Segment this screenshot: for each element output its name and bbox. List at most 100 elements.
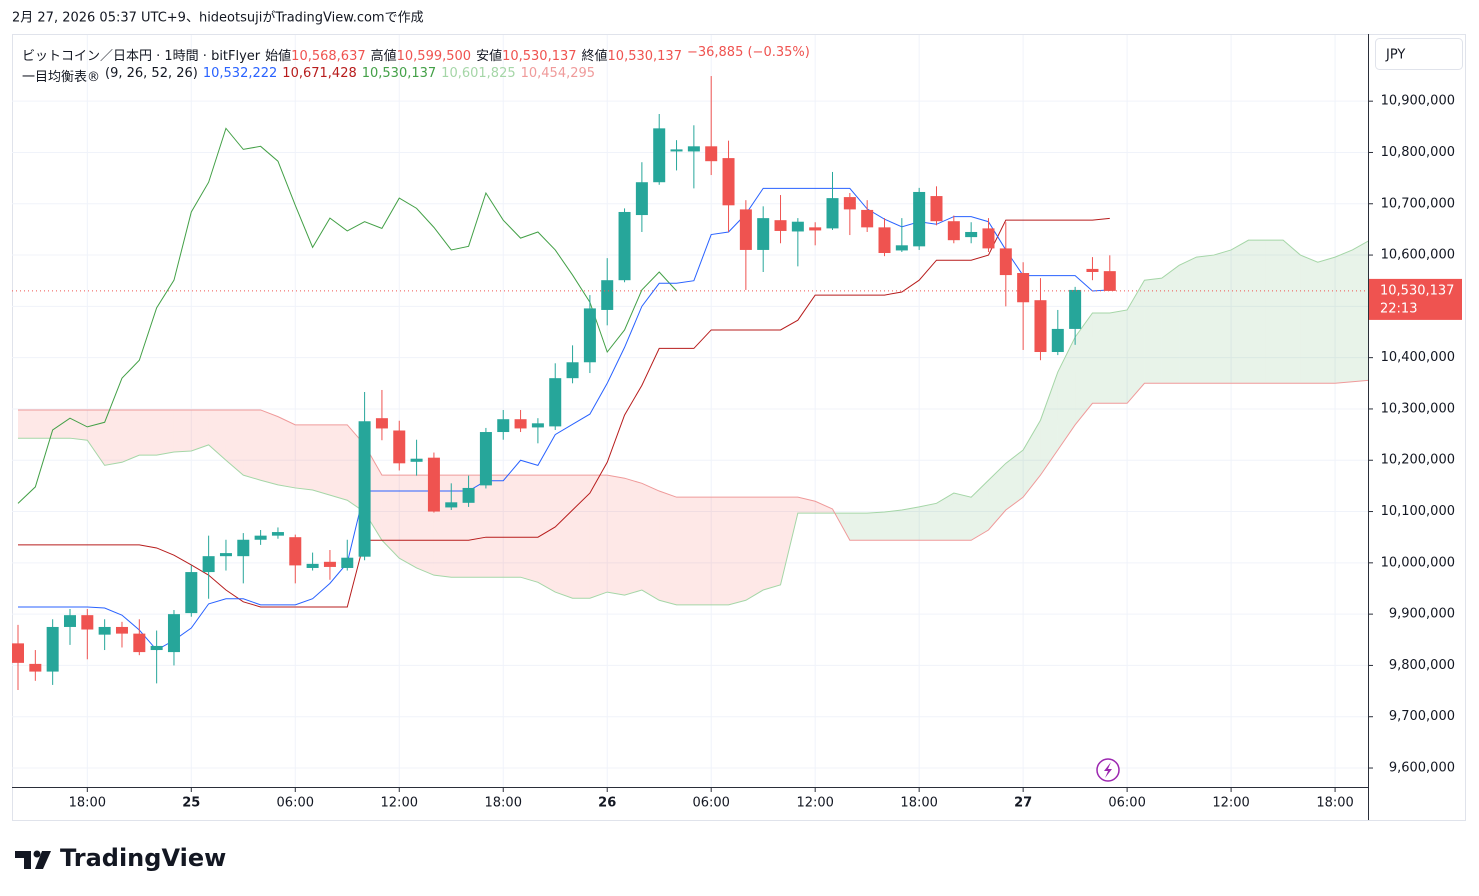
candle-body	[705, 146, 718, 162]
x-tick-label: 06:00	[277, 796, 314, 811]
x-tick-label: 12:00	[796, 796, 833, 811]
candle-body	[271, 532, 284, 536]
cloud-segment	[1109, 309, 1128, 404]
cloud-segment	[1005, 449, 1024, 511]
candle-body	[982, 228, 995, 249]
candle-body	[254, 535, 267, 540]
ohlc-item: 始値10,568,637	[265, 45, 365, 64]
candle-body	[653, 128, 666, 183]
x-tick-label: 06:00	[1108, 796, 1145, 811]
ichimoku-conversion	[18, 187, 1110, 651]
cloud-segment	[35, 409, 53, 439]
cloud-segment	[953, 493, 972, 541]
y-tick-label: 10,000,000	[1381, 555, 1455, 570]
candle-body	[514, 419, 527, 429]
indicator-value: 10,530,137	[361, 66, 437, 81]
candle-body	[1069, 289, 1082, 329]
last-price-box	[1369, 278, 1462, 320]
cloud-segment	[225, 409, 244, 476]
cloud-segment	[728, 497, 746, 605]
candle-body	[1034, 300, 1047, 353]
cloud-segment	[1144, 278, 1162, 384]
indicator-params: (9, 26, 52, 26)	[105, 66, 198, 81]
y-tick-label: 10,300,000	[1381, 401, 1455, 416]
cloud-segment	[572, 475, 590, 599]
last-price-label: 10,530,137	[1380, 283, 1454, 298]
cloud-segment	[693, 497, 712, 605]
candle-body	[930, 196, 943, 222]
candle-body	[29, 663, 42, 672]
candle-body	[393, 430, 406, 464]
candle-body	[185, 572, 198, 614]
cloud-segment	[1352, 241, 1368, 382]
cloud-segment	[971, 480, 989, 541]
cloud-segment	[295, 424, 313, 490]
candle-body	[1103, 271, 1116, 291]
cloud-segment	[18, 409, 36, 439]
x-tick-label: 18:00	[69, 796, 106, 811]
attribution: 2月 27, 2026 05:37 UTC+9、hideotsujiがTradi…	[12, 11, 424, 26]
cloud-segment	[849, 513, 868, 541]
x-tick-label: 12:00	[1212, 796, 1249, 811]
alert-icon[interactable]	[1096, 758, 1120, 782]
cloud-segment	[867, 512, 885, 541]
cloud-segment	[780, 497, 798, 585]
cloud-segment	[1196, 255, 1214, 384]
candle-body	[913, 191, 926, 247]
x-tick-label: 12:00	[381, 796, 418, 811]
indicator-value: 10,532,222	[202, 66, 278, 81]
y-tick-label: 10,900,000	[1381, 94, 1455, 109]
indicator-name: 一目均衡表®	[22, 70, 101, 85]
cloud-segment	[243, 409, 261, 481]
candle-body	[670, 149, 683, 152]
candle-body	[549, 378, 562, 427]
candle-body	[289, 537, 302, 566]
ohlc-value: 10,599,500	[396, 49, 472, 64]
y-tick-label: 9,600,000	[1389, 761, 1455, 776]
x-tick-label: 18:00	[1316, 796, 1353, 811]
ichimoku-span-b	[18, 379, 1368, 541]
cloud-segment	[520, 475, 538, 583]
candle-body	[826, 198, 839, 229]
ohlc-item: 終値10,530,137	[582, 45, 682, 64]
y-tick-label: 9,800,000	[1389, 658, 1455, 673]
candle-body	[479, 432, 492, 486]
candle-body	[947, 221, 960, 241]
cloud-segment	[1283, 240, 1301, 384]
candle-body	[635, 182, 648, 216]
y-tick-label: 10,200,000	[1381, 453, 1455, 468]
candle-body	[722, 158, 735, 206]
cloud-segment	[936, 493, 954, 541]
cloud-segment	[503, 475, 521, 578]
ichimoku-span-a	[18, 239, 1368, 606]
candle-body	[757, 218, 770, 250]
cloud-segment	[381, 475, 400, 559]
cloud-segment	[399, 475, 417, 568]
candle-body	[375, 418, 388, 429]
cloud-segment	[797, 497, 816, 514]
candle-body	[791, 221, 804, 232]
cloud-segment	[1300, 255, 1318, 384]
cloud-segment	[555, 475, 573, 599]
ohlc-value: 10,530,137	[502, 49, 577, 64]
currency[interactable]: JPY	[1385, 48, 1405, 63]
cloud-segment	[312, 424, 330, 496]
currency-button[interactable]	[1375, 38, 1463, 70]
candle-body	[843, 197, 856, 210]
cloud-segment	[329, 424, 348, 501]
candle-body	[306, 563, 319, 568]
candle-body	[878, 227, 891, 254]
cloud-segment	[1075, 313, 1093, 425]
cloud-segment	[988, 463, 1006, 531]
candle-body	[46, 626, 59, 672]
candle-body	[895, 245, 908, 251]
cloud-segment	[173, 409, 192, 453]
indicator-value: 10,671,428	[282, 66, 357, 81]
cloud-segment	[121, 409, 140, 463]
plot-area	[12, 76, 1368, 691]
ohlc-label: 安値	[476, 49, 503, 64]
cloud-segment	[156, 409, 174, 456]
candle-body	[999, 248, 1012, 276]
candle-body	[427, 457, 440, 512]
